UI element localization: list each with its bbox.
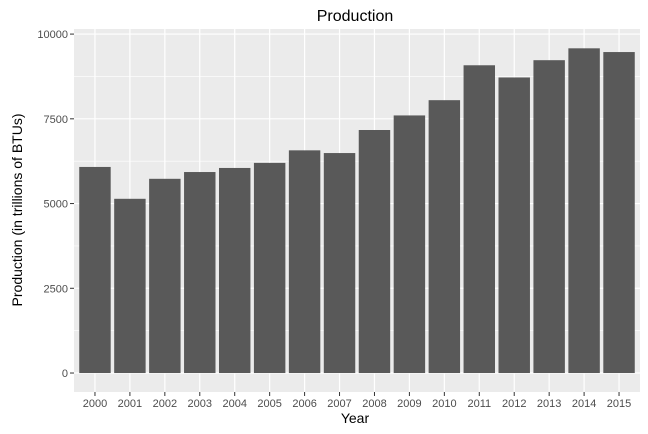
- x-tick-label: 2005: [257, 398, 281, 410]
- y-tick-label: 7500: [44, 114, 68, 126]
- x-tick-label: 2014: [572, 398, 596, 410]
- x-tick-label: 2010: [432, 398, 456, 410]
- bar-2001: [114, 198, 146, 374]
- bar-2005: [253, 162, 286, 374]
- bar-2008: [358, 130, 391, 374]
- x-tick-label: 2012: [502, 398, 526, 410]
- y-axis-title: Production (in trillions of BTUs): [9, 114, 25, 307]
- x-tick-label: 2015: [607, 398, 631, 410]
- bar-2014: [568, 48, 600, 374]
- bar-2006: [288, 150, 321, 374]
- x-tick-label: 2011: [467, 398, 491, 410]
- x-tick-label: 2002: [153, 398, 177, 410]
- bar-2011: [463, 65, 496, 374]
- bar-2015: [603, 52, 635, 374]
- bar-2012: [498, 77, 530, 374]
- x-tick-label: 2008: [362, 398, 386, 410]
- x-tick-label: 2007: [327, 398, 351, 410]
- chart-title: Production: [317, 8, 394, 25]
- y-tick-label: 2500: [44, 283, 68, 295]
- bar-2013: [533, 60, 565, 374]
- y-tick-label: 5000: [44, 199, 68, 211]
- x-tick-label: 2009: [397, 398, 421, 410]
- bar-series: [79, 48, 635, 374]
- x-tick-label: 2013: [537, 398, 561, 410]
- x-tick-label: 2006: [292, 398, 316, 410]
- bar-2003: [184, 172, 216, 374]
- x-tick-label: 2004: [222, 398, 246, 410]
- bar-2002: [149, 178, 181, 374]
- bar-2010: [428, 100, 461, 374]
- bar-2000: [79, 166, 111, 374]
- bar-2009: [393, 115, 426, 374]
- y-tick-label: 10000: [37, 29, 68, 41]
- bar-2007: [323, 153, 356, 374]
- x-tick-label: 2000: [83, 398, 107, 410]
- y-axis: 0 2500 5000 7500 10000: [37, 29, 74, 380]
- x-tick-label: 2001: [118, 398, 142, 410]
- x-tick-label: 2003: [188, 398, 212, 410]
- y-tick-label: 0: [62, 368, 68, 380]
- x-axis-title: Year: [341, 410, 370, 426]
- x-axis: 2000 2001 2002 2003 2004 2005 2006 2007 2008 2009…: [83, 392, 631, 410]
- bar-2004: [218, 167, 251, 374]
